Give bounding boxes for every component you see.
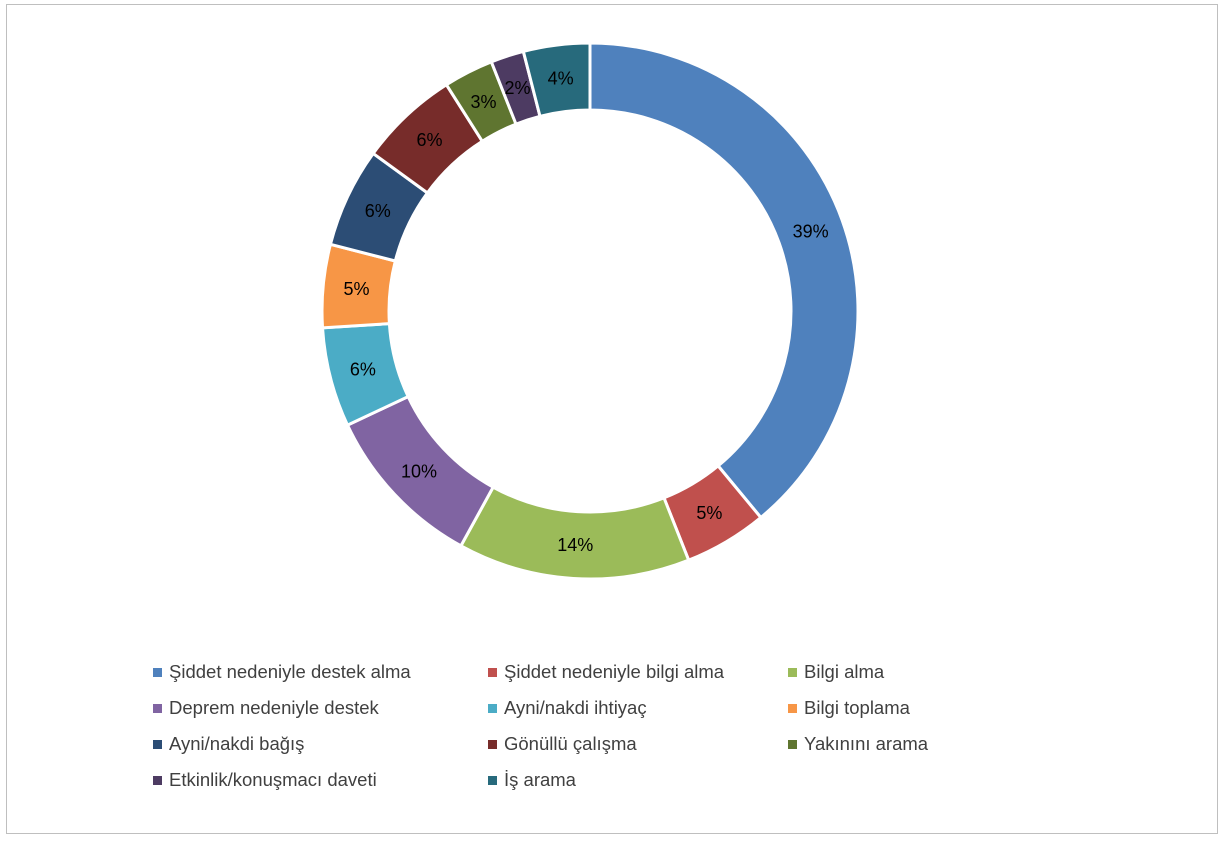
legend-label: Şiddet nedeniyle bilgi alma — [504, 661, 725, 682]
legend-item: Bilgi alma — [788, 661, 973, 683]
legend-row: Ayni/nakdi bağış Gönüllü çalışma Yakınını … — [153, 726, 973, 762]
legend-swatch — [488, 667, 497, 677]
donut-slice — [458, 485, 691, 581]
legend-label: Ayni/nakdi ihtiyaç — [504, 697, 647, 718]
data-label: 3% — [471, 92, 497, 112]
legend-item: Bilgi toplama — [788, 697, 973, 719]
legend-label: Yakınını arama — [804, 733, 929, 754]
legend-row: Şiddet nedeniyle destek alma Şiddet neden… — [153, 654, 973, 690]
legend-row: Deprem nedeniyle destek Ayni/nakdi ihtiya… — [153, 690, 973, 726]
legend-swatch — [788, 739, 797, 749]
legend-swatch — [153, 703, 162, 713]
legend-item: Yakınını arama — [788, 733, 973, 755]
legend-swatch — [788, 667, 797, 677]
data-label: 6% — [365, 201, 391, 221]
legend-label: Şiddet nedeniyle destek alma — [169, 661, 411, 682]
legend-row: Etkinlik/konuşmacı daveti İş arama — [153, 762, 973, 798]
data-label: 6% — [350, 359, 376, 379]
legend-swatch — [153, 739, 162, 749]
donut-chart: 39% 5% 14% 10% 6% 5% 6% 6% 3% 2% 4% — [320, 41, 860, 581]
legend-label: Etkinlik/konuşmacı daveti — [169, 769, 377, 790]
legend-label: Gönüllü çalışma — [504, 733, 637, 754]
legend: Şiddet nedeniyle destek alma Şiddet neden… — [153, 654, 973, 798]
legend-item: Şiddet nedeniyle bilgi alma — [488, 661, 788, 683]
legend-item: Ayni/nakdi bağış — [153, 733, 488, 755]
legend-label: Deprem nedeniyle destek — [169, 697, 379, 718]
legend-swatch — [488, 703, 497, 713]
legend-swatch — [153, 775, 162, 785]
donut-slice — [588, 41, 860, 520]
legend-label: Ayni/nakdi bağış — [169, 733, 305, 754]
data-label: 5% — [344, 279, 370, 299]
data-label: 6% — [416, 130, 442, 150]
legend-label: Bilgi alma — [804, 661, 885, 682]
chart-area: 39% 5% 14% 10% 6% 5% 6% 6% 3% 2% 4% Şiddet nedeniy… — [6, 4, 1218, 834]
legend-item: İş arama — [488, 769, 788, 791]
legend-item: Gönüllü çalışma — [488, 733, 788, 755]
legend-item: Etkinlik/konuşmacı daveti — [153, 769, 488, 791]
legend-item: Ayni/nakdi ihtiyaç — [488, 697, 788, 719]
legend-item: Şiddet nedeniyle destek alma — [153, 661, 488, 683]
data-label: 14% — [557, 535, 593, 555]
legend-item: Deprem nedeniyle destek — [153, 697, 488, 719]
legend-swatch — [788, 703, 797, 713]
donut-slice — [521, 41, 592, 119]
legend-swatch — [488, 775, 497, 785]
data-label: 2% — [505, 78, 531, 98]
legend-swatch — [488, 739, 497, 749]
data-label: 39% — [793, 222, 829, 242]
data-label: 4% — [548, 68, 574, 88]
data-label: 10% — [401, 462, 437, 482]
legend-label: Bilgi toplama — [804, 697, 910, 718]
legend-label: İş arama — [504, 769, 576, 790]
data-label: 5% — [696, 503, 722, 523]
legend-swatch — [153, 667, 162, 677]
